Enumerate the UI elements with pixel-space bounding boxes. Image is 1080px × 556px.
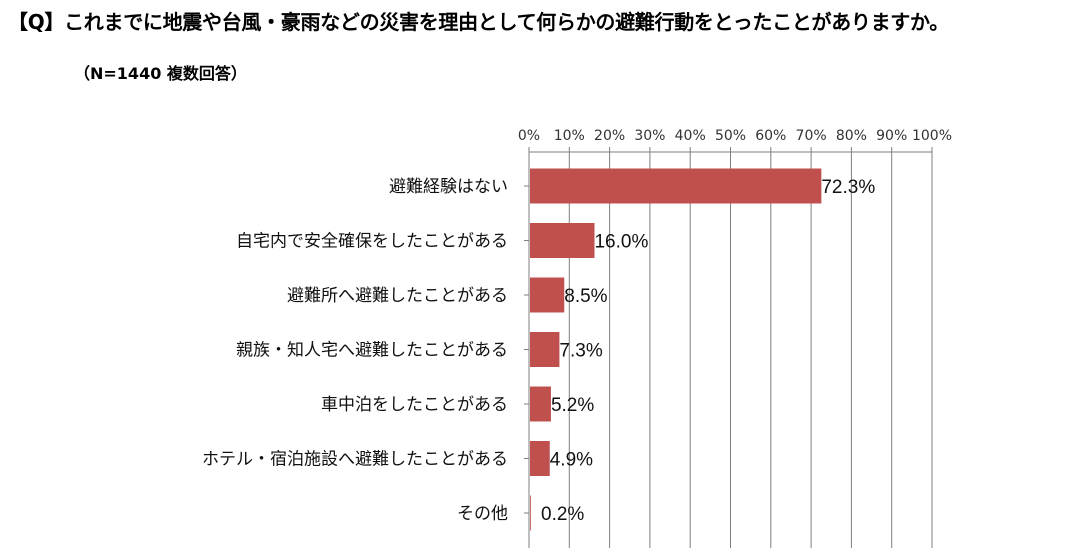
gridlines: [568, 152, 933, 548]
value-label: 0.2%: [541, 504, 584, 525]
x-tick-label: 0%: [518, 128, 540, 144]
category-label: 避難経験はない: [389, 177, 508, 197]
bar: [530, 332, 560, 367]
bar: [530, 223, 595, 258]
x-tick-label: 20%: [594, 128, 625, 144]
value-label: 4.9%: [550, 450, 593, 471]
value-label: 8.5%: [564, 286, 607, 307]
value-label: 16.0%: [594, 232, 648, 253]
value-label: 7.3%: [559, 341, 602, 362]
x-tick-label: 40%: [675, 128, 706, 144]
axes: [524, 147, 933, 548]
x-tick-label: 50%: [715, 128, 746, 144]
bar: [530, 386, 551, 422]
x-tick-label: 60%: [755, 128, 786, 144]
bar: [530, 495, 531, 531]
category-label: 車中泊をしたことがある: [321, 395, 508, 415]
category-label: 避難所へ避難したことがある: [287, 286, 508, 306]
category-label: ホテル・宿泊施設へ避難したことがある: [202, 450, 508, 470]
x-tick-label: 90%: [876, 128, 907, 144]
value-label: 5.2%: [551, 395, 594, 416]
question-title: 【Q】これまでに地震や台風・豪雨などの災害を理由として何らかの避難行動をとったこ…: [8, 10, 950, 34]
bar: [530, 277, 565, 313]
category-label: その他: [457, 504, 508, 524]
bar: [530, 441, 550, 476]
sample-note: （N=1440 複数回答）: [74, 64, 247, 83]
category-label: 親族・知人宅へ避難したことがある: [236, 341, 508, 361]
x-tick-label: 80%: [836, 128, 867, 144]
bars: [530, 168, 822, 531]
labels: 0% 10% 20% 30% 40% 50% 60% 70% 80% 90% 100% 避難経験はない…: [202, 128, 952, 525]
x-tick-label: 30%: [634, 128, 665, 144]
category-label: 自宅内で安全確保をしたことがある: [236, 232, 508, 252]
x-tick-label: 70%: [796, 128, 827, 144]
bar: [530, 168, 822, 204]
value-label: 72.3%: [821, 177, 875, 198]
x-tick-label: 100%: [912, 128, 952, 144]
x-tick-label: 10%: [554, 128, 585, 144]
